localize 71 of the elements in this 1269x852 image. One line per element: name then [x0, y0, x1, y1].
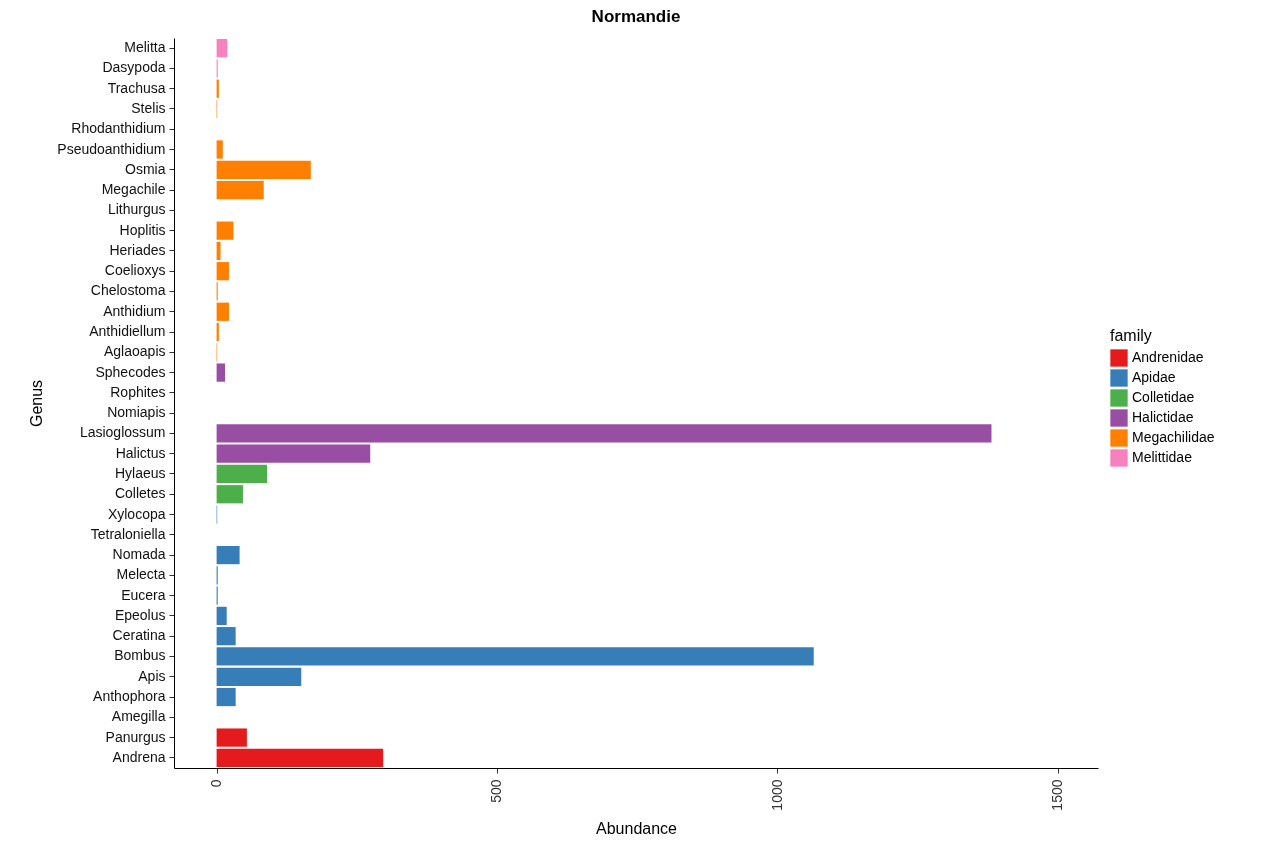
y-tick-label: Anthidium [103, 302, 166, 319]
y-tick-label: Anthophora [93, 688, 166, 705]
y-tick-label: Hylaeus [114, 464, 166, 481]
bar [216, 363, 226, 382]
y-tick-label: Megachile [101, 181, 166, 198]
y-tick-label: Panurgus [105, 728, 166, 745]
bar [216, 627, 236, 646]
y-tick-label: Rophites [110, 383, 166, 400]
y-tick-label: Melitta [124, 39, 166, 56]
y-tick-label: Nomiapis [107, 404, 166, 421]
y-tick-label: Lithurgus [107, 201, 166, 218]
y-tick-label: Apis [138, 667, 166, 684]
bar [216, 262, 229, 281]
y-tick-label: Tetraloniella [90, 525, 166, 542]
y-tick-label: Anthidiellum [89, 323, 166, 340]
bar [216, 39, 228, 58]
bar [216, 464, 268, 484]
legend-title: family [1110, 327, 1152, 344]
x-tick-label: 1000 [768, 779, 785, 811]
y-axis-title: Genus [28, 379, 46, 428]
bar [216, 545, 240, 565]
x-tick-label: 500 [488, 779, 505, 803]
y-tick-label: Eucera [121, 586, 166, 603]
bar [216, 647, 814, 666]
y-tick-label: Halictus [115, 444, 166, 461]
x-tick-label: 1500 [1049, 779, 1066, 811]
bar [216, 160, 311, 179]
bar [216, 748, 384, 767]
y-tick-label: Pseudoanthidium [57, 140, 166, 157]
bar [216, 606, 227, 626]
bar [216, 728, 247, 747]
y-tick-label: Coelioxys [104, 262, 166, 279]
bar [216, 444, 371, 463]
y-tick-label: Amegilla [111, 708, 166, 725]
y-tick-label: Xylocopa [107, 505, 166, 522]
y-tick-label: Hoplitis [119, 221, 166, 238]
legend-label: Colletidae [1132, 389, 1195, 405]
y-tick-label: Lasioglossum [79, 424, 166, 441]
y-tick-label: Osmia [125, 160, 166, 177]
y-tick-label: Colletes [114, 485, 166, 502]
y-tick-label: Nomada [112, 546, 166, 563]
legend-label: Apidae [1132, 369, 1176, 385]
bar [216, 667, 302, 686]
y-tick-label: Heriades [109, 241, 166, 258]
y-tick-label: Epeolus [114, 606, 166, 623]
bar [216, 221, 234, 240]
y-tick-label: Chelostoma [90, 282, 166, 299]
y-tick-label: Rhodanthidium [71, 120, 166, 137]
y-tick-label: Ceratina [112, 627, 166, 644]
x-tick-label: 0 [208, 779, 225, 788]
y-tick-label: Stelis [131, 99, 166, 116]
y-tick-label: Sphecodes [95, 363, 166, 380]
bar [216, 424, 992, 443]
y-tick-label: Melecta [116, 566, 166, 583]
bar [216, 140, 223, 159]
bar [216, 302, 229, 321]
bar [216, 485, 243, 504]
legend-label: Megachilidae [1132, 429, 1215, 445]
x-axis-title: Abundance [596, 819, 678, 837]
legend-label: Andrenidae [1132, 349, 1204, 365]
y-tick-label: Bombus [114, 647, 166, 664]
bar [216, 180, 264, 200]
y-tick-label: Trachusa [107, 79, 166, 96]
y-tick-label: Dasypoda [102, 59, 166, 76]
legend-label: Melittidae [1132, 449, 1193, 465]
legend-label: Halictidae [1132, 409, 1194, 425]
chart-title: Normandie [591, 7, 681, 26]
y-tick-label: Aglaoapis [104, 343, 166, 360]
bar [216, 241, 221, 261]
y-tick-label: Andrena [112, 748, 166, 765]
bar [216, 687, 236, 707]
